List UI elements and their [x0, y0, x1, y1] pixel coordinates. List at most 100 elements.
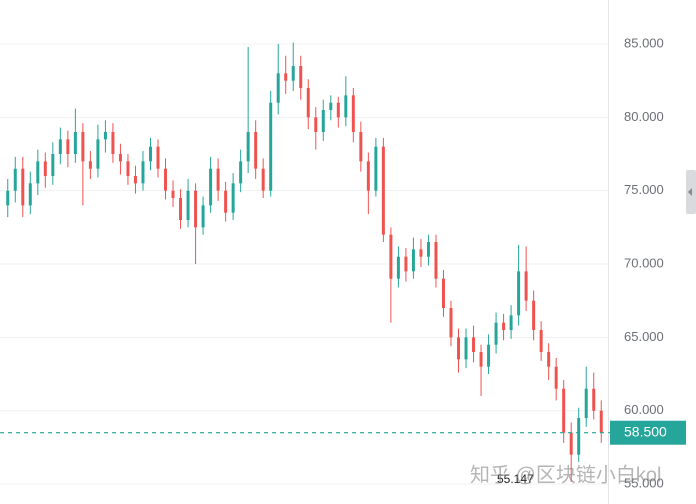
candle-body — [224, 190, 228, 213]
candle-body — [13, 168, 17, 191]
candle — [209, 156, 213, 213]
candle — [411, 237, 415, 279]
candle-body — [441, 278, 445, 309]
candle — [584, 366, 588, 427]
candle — [426, 234, 430, 266]
candle — [306, 79, 310, 130]
candle-body — [562, 388, 566, 433]
candle-body — [396, 256, 400, 279]
candle-body — [426, 242, 430, 257]
y-tick-label: 55.000 — [624, 475, 664, 490]
low-marker-label: 55.147 — [497, 472, 534, 486]
candle — [276, 44, 280, 115]
candle — [554, 357, 558, 401]
candle — [502, 313, 506, 341]
candle — [81, 123, 85, 206]
candle — [517, 244, 521, 326]
candle — [58, 127, 62, 165]
candle-body — [404, 256, 408, 272]
candle — [28, 171, 32, 215]
candle — [321, 99, 325, 141]
candle — [547, 343, 551, 380]
candle — [524, 246, 528, 311]
candle-body — [479, 352, 483, 367]
y-tick-label: 65.000 — [624, 329, 664, 344]
candle — [344, 76, 348, 127]
candle — [359, 121, 363, 172]
watermark: 知乎 @区块链小白kol — [470, 463, 661, 486]
candle — [577, 407, 581, 463]
y-tick-label: 85.000 — [624, 35, 664, 50]
candle — [457, 328, 461, 373]
y-tick-label: 70.000 — [624, 255, 664, 270]
candle-body — [186, 190, 190, 221]
candle — [314, 107, 318, 150]
candle-body — [547, 352, 551, 367]
candle-body — [141, 161, 145, 184]
candle — [592, 372, 596, 420]
y-tick-label: 60.000 — [624, 402, 664, 417]
candle — [43, 152, 47, 188]
candle — [269, 90, 273, 197]
candle-body — [487, 344, 491, 367]
candle-body — [366, 161, 370, 191]
candle — [164, 158, 168, 200]
candle — [419, 239, 423, 267]
candle-body — [314, 117, 318, 133]
candle — [509, 305, 513, 339]
candle-body — [434, 242, 438, 279]
price-label-box — [610, 420, 686, 445]
candle-body — [472, 337, 476, 353]
candle-body — [6, 190, 10, 206]
candle — [156, 139, 160, 178]
candle-body — [73, 132, 77, 155]
candle-body — [381, 146, 385, 235]
candle — [381, 137, 385, 243]
candle — [246, 46, 250, 174]
candle-body — [171, 190, 175, 199]
candle-body — [336, 102, 340, 118]
candle — [366, 152, 370, 215]
candle-body — [209, 168, 213, 206]
candle — [449, 300, 453, 347]
candle-body — [111, 132, 115, 155]
candle-body — [194, 190, 198, 228]
candle — [186, 178, 190, 228]
candle-body — [261, 168, 265, 191]
candle — [231, 173, 235, 221]
candle-body — [269, 102, 273, 191]
candle-body — [66, 139, 70, 155]
candle-body — [58, 139, 62, 155]
candle-body — [419, 249, 423, 257]
candle — [179, 189, 183, 229]
candle — [291, 42, 295, 91]
candle-body — [351, 95, 355, 133]
candle-body — [389, 234, 393, 279]
candle-body — [291, 66, 295, 81]
candle-body — [88, 161, 92, 169]
candle-body — [344, 95, 348, 118]
candle-body — [231, 183, 235, 213]
candle — [389, 227, 393, 323]
candle — [66, 130, 70, 168]
candle-body — [494, 322, 498, 345]
candle — [21, 156, 25, 218]
candle-body — [374, 146, 378, 191]
candle — [148, 137, 152, 171]
candle-body — [284, 73, 288, 81]
candle — [171, 180, 175, 207]
candle-body — [239, 161, 243, 184]
candle — [532, 290, 536, 341]
candle-body — [299, 66, 303, 89]
candle-body — [329, 102, 333, 111]
candle-body — [276, 73, 280, 103]
candle-body — [569, 432, 573, 455]
candle — [351, 88, 355, 143]
candle — [494, 312, 498, 354]
candle-body — [502, 322, 506, 331]
candle-body — [306, 88, 310, 118]
candle — [441, 269, 445, 317]
candle-body — [509, 315, 513, 331]
candle — [216, 158, 220, 201]
